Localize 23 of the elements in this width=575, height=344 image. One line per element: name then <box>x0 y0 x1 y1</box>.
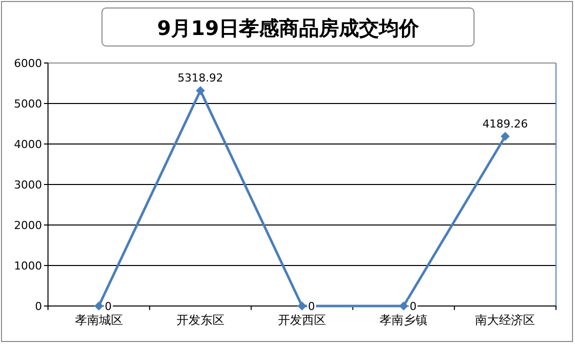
y-tick-label: 5000 <box>14 98 42 110</box>
point <box>196 86 205 96</box>
x-tick-label: 南大经济区 <box>475 313 536 327</box>
y-tick-label: 2000 <box>14 219 42 232</box>
x-tick-label: 孝南乡镇 <box>380 313 428 327</box>
data-label: 0 <box>410 300 417 313</box>
x-tick-label: 开发东区 <box>176 313 224 327</box>
chart-title: 9月19日孝感商品房成交均价 <box>157 16 420 40</box>
data-label: 0 <box>104 300 112 313</box>
point <box>298 302 306 310</box>
y-tick-label: 1000 <box>14 260 42 272</box>
point <box>399 302 408 310</box>
data-label: 0 <box>308 300 315 313</box>
point <box>94 302 104 310</box>
data-label: 4189.26 <box>482 117 528 130</box>
x-tick-label: 孝南城区 <box>74 313 123 327</box>
y-tick-label: 4000 <box>14 138 42 151</box>
y-tick-label: 0 <box>35 300 42 313</box>
data-label: 5318.92 <box>178 72 224 85</box>
y-tick-label: 6000 <box>14 57 42 70</box>
y-tick-label: 3000 <box>14 178 42 192</box>
x-tick-label: 开发西区 <box>278 313 326 327</box>
point <box>500 132 510 141</box>
